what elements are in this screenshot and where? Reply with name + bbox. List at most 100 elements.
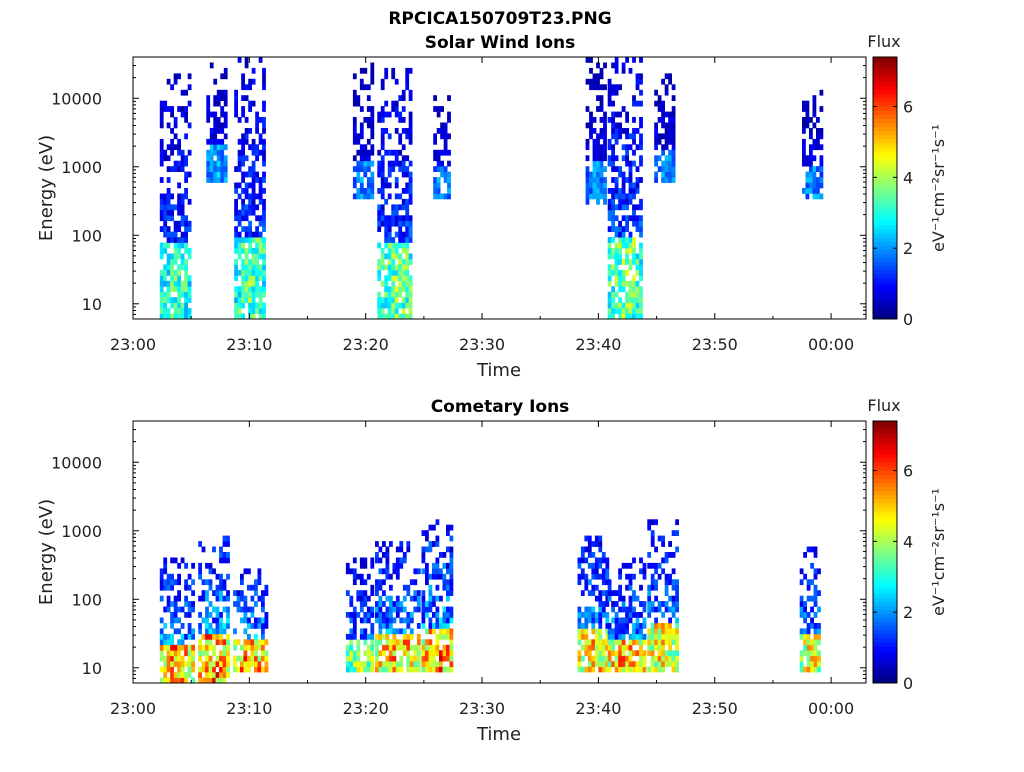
flux-cell	[375, 552, 379, 558]
colorbar-swatch	[873, 662, 897, 668]
flux-cell	[614, 617, 619, 624]
flux-cell	[408, 128, 413, 134]
flux-cell	[187, 253, 192, 260]
flux-cell	[251, 78, 256, 85]
flux-cell	[603, 117, 607, 123]
flux-cell	[805, 100, 810, 107]
flux-cell	[184, 231, 188, 238]
flux-cell	[184, 106, 188, 112]
flux-cell	[356, 138, 361, 145]
flux-cell	[166, 650, 171, 657]
flux-cell	[449, 524, 454, 531]
flux-cell	[180, 291, 185, 298]
flux-cell	[639, 666, 643, 673]
flux-cell	[625, 117, 629, 123]
flux-cell	[262, 198, 266, 205]
flux-cell	[628, 160, 633, 167]
flux-cell	[614, 177, 619, 183]
flux-cell	[187, 666, 192, 673]
solar-wind-colorbar-label: eV⁻¹cm⁻²sr⁻¹s⁻¹	[929, 124, 948, 252]
flux-cell	[449, 535, 454, 542]
flux-cell	[223, 117, 228, 123]
flux-cell	[805, 171, 810, 178]
flux-cell	[661, 557, 665, 564]
flux-cell	[208, 672, 213, 678]
flux-cell	[639, 633, 643, 640]
flux-cell	[587, 562, 592, 569]
flux-cell	[632, 286, 636, 293]
flux-cell	[226, 590, 230, 596]
flux-cell	[345, 633, 350, 640]
flux-cell	[257, 617, 262, 624]
flux-cell	[632, 193, 636, 200]
flux-cell	[251, 166, 256, 172]
flux-cell	[205, 639, 209, 646]
flux-cell	[173, 220, 178, 227]
flux-cell	[206, 155, 211, 162]
flux-cell	[163, 655, 168, 662]
flux-cell	[377, 302, 382, 309]
flux-cell	[240, 644, 244, 651]
flux-cell	[432, 628, 436, 635]
flux-cell	[244, 57, 249, 63]
flux-cell	[385, 552, 390, 558]
flux-cell	[594, 650, 599, 657]
flux-cell	[802, 122, 806, 129]
flux-cell	[803, 601, 807, 607]
flux-cell	[598, 541, 603, 547]
flux-cell	[639, 297, 643, 303]
flux-cell	[398, 280, 403, 287]
flux-cell	[251, 302, 256, 309]
flux-cell	[226, 595, 230, 602]
flux-cell	[664, 633, 669, 640]
flux-cell	[394, 302, 399, 309]
flux-cell	[163, 106, 168, 112]
colorbar-swatch	[873, 73, 897, 78]
flux-cell	[589, 188, 593, 194]
flux-cell	[234, 204, 238, 211]
flux-cell	[345, 661, 350, 667]
flux-cell	[209, 177, 214, 183]
flux-cell	[654, 138, 658, 145]
flux-cell	[359, 149, 364, 156]
flux-cell	[223, 177, 228, 183]
colorbar-swatch	[873, 265, 897, 271]
flux-cell	[668, 133, 672, 140]
flux-cell	[618, 242, 622, 249]
flux-cell	[382, 633, 386, 640]
flux-cell	[625, 111, 629, 118]
flux-cell	[598, 562, 603, 569]
flux-cell	[389, 655, 393, 662]
flux-cell	[258, 149, 263, 156]
flux-cell	[654, 639, 658, 646]
flux-cell	[243, 595, 248, 602]
flux-cell	[405, 242, 410, 249]
flux-cell	[352, 612, 357, 618]
flux-cell	[166, 661, 171, 667]
flux-cell	[241, 269, 245, 276]
flux-cell	[442, 606, 447, 613]
y-tick-label: 100	[71, 590, 102, 609]
flux-cell	[433, 133, 437, 140]
flux-cell	[198, 650, 202, 657]
flux-cell	[248, 291, 252, 298]
flux-cell	[421, 557, 426, 564]
flux-cell	[219, 633, 223, 640]
flux-cell	[177, 204, 181, 211]
flux-cell	[363, 557, 368, 564]
flux-cell	[584, 617, 589, 624]
flux-cell	[363, 160, 368, 167]
flux-cell	[394, 106, 399, 112]
flux-cell	[614, 204, 619, 211]
flux-cell	[401, 155, 406, 162]
flux-cell	[443, 171, 448, 178]
flux-cell	[675, 617, 679, 624]
flux-cell	[237, 149, 242, 156]
flux-cell	[405, 291, 410, 298]
flux-cell	[359, 557, 364, 564]
flux-cell	[262, 160, 266, 167]
flux-cell	[611, 209, 615, 216]
flux-cell	[216, 122, 221, 129]
flux-cell	[248, 166, 252, 172]
flux-cell	[621, 655, 626, 662]
